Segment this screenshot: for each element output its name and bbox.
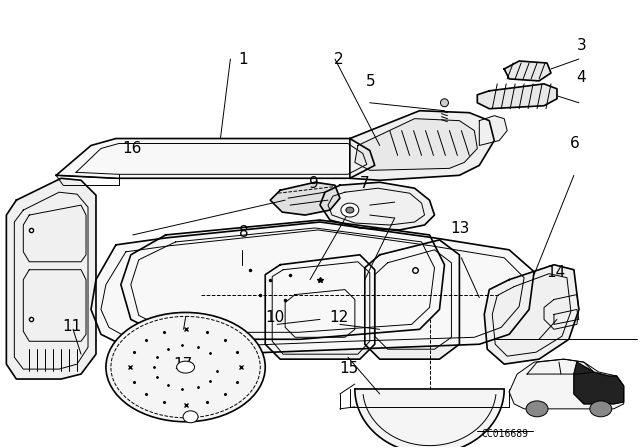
Text: 8: 8 bbox=[239, 225, 248, 241]
Text: 16: 16 bbox=[122, 141, 141, 156]
Text: 3: 3 bbox=[577, 39, 586, 53]
Polygon shape bbox=[6, 178, 96, 379]
Polygon shape bbox=[355, 119, 477, 170]
Text: 12: 12 bbox=[330, 310, 349, 325]
Polygon shape bbox=[355, 389, 504, 448]
Polygon shape bbox=[91, 222, 534, 354]
Polygon shape bbox=[504, 61, 551, 81]
Polygon shape bbox=[265, 255, 375, 359]
Text: 13: 13 bbox=[451, 221, 470, 236]
Ellipse shape bbox=[346, 207, 354, 213]
Ellipse shape bbox=[183, 411, 198, 423]
Text: 17: 17 bbox=[173, 357, 193, 372]
Text: 2: 2 bbox=[334, 52, 344, 67]
Ellipse shape bbox=[440, 99, 449, 107]
Text: 11: 11 bbox=[62, 319, 81, 334]
Text: 15: 15 bbox=[339, 361, 358, 376]
Text: 6: 6 bbox=[570, 136, 580, 151]
Text: CC016689: CC016689 bbox=[481, 429, 528, 439]
Text: 7: 7 bbox=[360, 177, 369, 191]
Polygon shape bbox=[527, 359, 594, 374]
Polygon shape bbox=[350, 111, 494, 180]
Polygon shape bbox=[479, 116, 507, 146]
Polygon shape bbox=[320, 182, 435, 230]
Polygon shape bbox=[484, 265, 579, 364]
Text: 9: 9 bbox=[308, 177, 319, 191]
Text: 5: 5 bbox=[366, 74, 376, 89]
Text: 14: 14 bbox=[546, 266, 565, 280]
Text: 1: 1 bbox=[239, 52, 248, 67]
Text: 4: 4 bbox=[577, 69, 586, 85]
Text: 10: 10 bbox=[266, 310, 285, 325]
Polygon shape bbox=[477, 84, 557, 109]
Ellipse shape bbox=[590, 401, 612, 417]
Polygon shape bbox=[365, 240, 460, 359]
Ellipse shape bbox=[177, 361, 195, 373]
Polygon shape bbox=[56, 138, 375, 178]
Polygon shape bbox=[574, 362, 623, 404]
Ellipse shape bbox=[526, 401, 548, 417]
Polygon shape bbox=[121, 220, 444, 339]
Polygon shape bbox=[270, 182, 340, 215]
Ellipse shape bbox=[106, 312, 265, 422]
Ellipse shape bbox=[341, 203, 359, 217]
Polygon shape bbox=[509, 359, 623, 409]
